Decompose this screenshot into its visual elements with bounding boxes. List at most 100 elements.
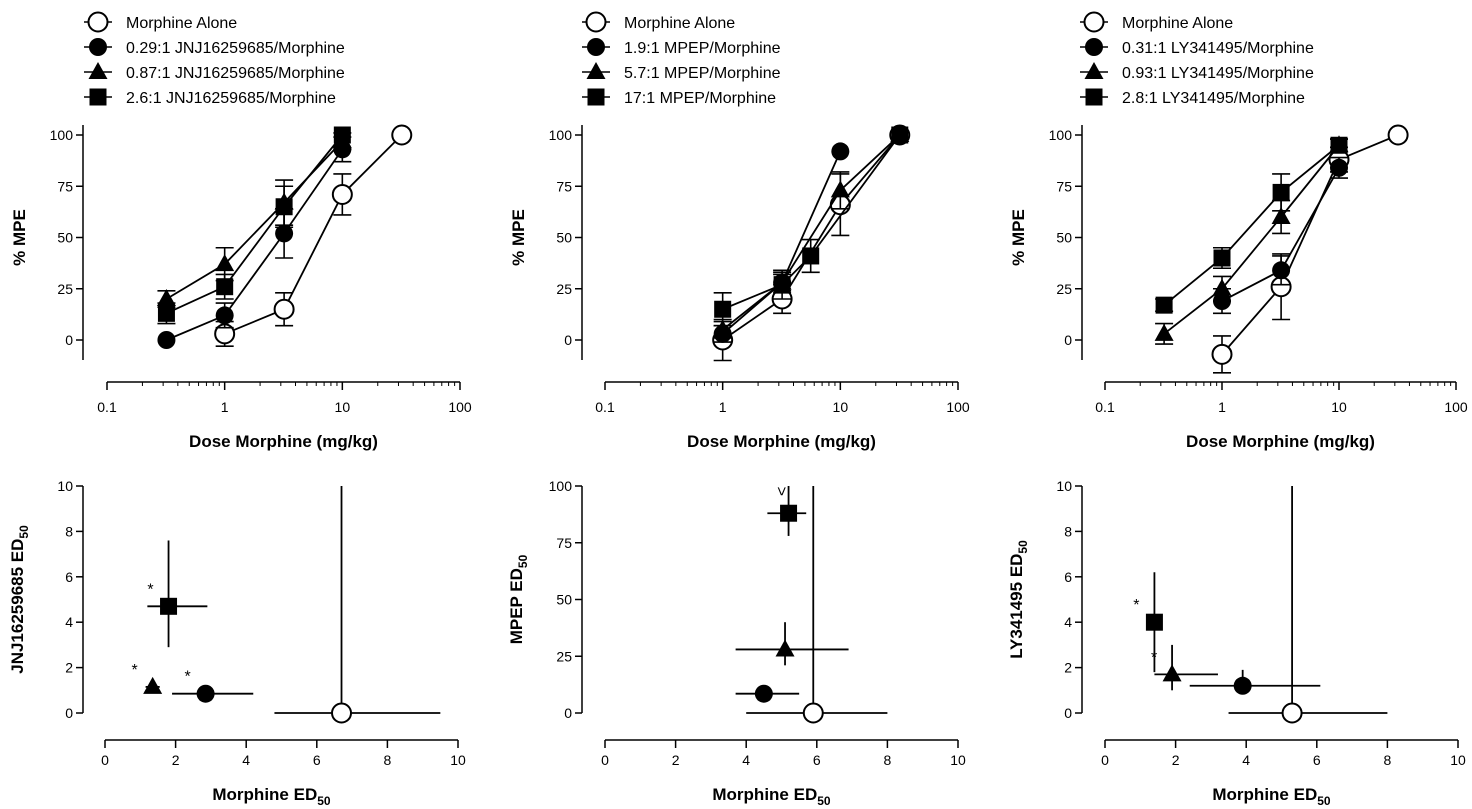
y-axis-title: JNJ16259685 ED50: [8, 525, 31, 674]
data-point: [143, 676, 163, 694]
legend-label: Morphine Alone: [126, 15, 237, 32]
y-axis-title: MPEP ED50: [507, 554, 530, 644]
x-tick-label: 10: [833, 399, 849, 415]
y-tick-label: 0: [564, 332, 572, 348]
series-line: [1221, 134, 1399, 355]
y-tick-label: 4: [1064, 614, 1072, 630]
series-line: [224, 134, 403, 335]
data-point: [1145, 613, 1163, 631]
y-tick-label: 25: [556, 281, 572, 297]
isobologram-point: *: [1133, 572, 1163, 673]
y-axis-title: % MPE: [509, 209, 528, 266]
x-tick-label: 1: [221, 399, 229, 415]
y-tick-label: 10: [57, 478, 73, 494]
y-tick-label: 0: [1064, 332, 1072, 348]
y-tick-label: 75: [556, 178, 572, 194]
legend-label: Morphine Alone: [1122, 15, 1233, 32]
isobologram-point: *: [1151, 644, 1218, 691]
significance-marker: >: [773, 487, 790, 496]
x-axis-title-subscript: 50: [1317, 794, 1331, 808]
legend-label: 0.87:1 JNJ16259685/Morphine: [126, 65, 345, 82]
legend-label: 1.9:1 MPEP/Morphine: [624, 40, 781, 57]
x-tick-label: 0.1: [97, 399, 117, 415]
y-axis-title: % MPE: [1009, 209, 1028, 266]
legend-label: Morphine Alone: [624, 15, 735, 32]
data-point: [1211, 343, 1233, 365]
legend-item: 1.9:1 MPEP/Morphine: [582, 38, 781, 57]
series: [713, 125, 910, 339]
x-axis-title-subscript: 50: [817, 794, 831, 808]
legend-marker: [87, 11, 109, 33]
y-tick-label: 25: [1056, 281, 1072, 297]
x-tick-label: 10: [450, 752, 466, 768]
legend-item: 0.87:1 JNJ16259685/Morphine: [84, 62, 345, 82]
y-axis-title-subscript: 50: [516, 554, 530, 568]
legend-item: Morphine Alone: [84, 11, 237, 33]
series: [156, 131, 352, 309]
series-line: [1163, 144, 1340, 306]
data-point: [1330, 136, 1348, 154]
y-axis-title-subscript: 50: [17, 525, 31, 539]
series-line: [166, 148, 344, 341]
isobologram-point: [735, 622, 849, 666]
legend-marker: [1085, 88, 1103, 106]
x-tick-label: 6: [1313, 752, 1321, 768]
series-line: [722, 134, 901, 311]
x-tick-label: 4: [742, 752, 750, 768]
dose-response-panel-3: Morphine Alone 0.31:1 LY341495/Morphine 0.…: [1009, 11, 1468, 451]
data-point: [831, 142, 850, 161]
series: [713, 126, 909, 327]
data-point: [215, 306, 234, 325]
data-point: [331, 702, 353, 724]
data-point: [830, 180, 850, 198]
series: [1211, 124, 1409, 374]
x-tick-label: 6: [813, 752, 821, 768]
isobologram-point: >: [767, 486, 807, 536]
x-tick-label: 8: [1384, 752, 1392, 768]
x-tick-label: 0.1: [1095, 399, 1115, 415]
isobologram-point: *: [147, 540, 208, 648]
data-point: [713, 319, 733, 337]
isobologram-point: *: [132, 662, 163, 694]
legend-item: 17:1 MPEP/Morphine: [582, 88, 776, 107]
significance-marker: *: [1133, 597, 1139, 614]
legend-marker: [88, 62, 108, 79]
legend-marker: [1084, 62, 1104, 79]
x-axis-title: Morphine ED50: [1212, 785, 1331, 808]
y-axis-title: % MPE: [10, 209, 29, 266]
y-tick-label: 2: [65, 660, 73, 676]
x-tick-label: 100: [448, 399, 472, 415]
x-tick-label: 1: [719, 399, 727, 415]
y-axis-title-subscript: 50: [1016, 540, 1030, 554]
series: [1155, 136, 1348, 314]
x-tick-label: 2: [672, 752, 680, 768]
x-tick-label: 8: [384, 752, 392, 768]
data-point: [215, 254, 235, 272]
significance-marker: *: [147, 581, 153, 598]
data-point: [333, 126, 351, 144]
x-axis-title: Morphine ED50: [212, 785, 331, 808]
legend-label: 2.6:1 JNJ16259685/Morphine: [126, 90, 336, 107]
legend-label: 0.93:1 LY341495/Morphine: [1122, 65, 1314, 82]
series: [157, 136, 352, 349]
y-tick-label: 50: [556, 592, 572, 608]
series-line: [722, 134, 901, 331]
x-tick-label: 0.1: [595, 399, 615, 415]
series: [1213, 156, 1348, 315]
isobologram-panel-1: 0 2 4 6 8 10 JNJ16259685 ED50 0 2 4 6 8 10 Morphine E…: [8, 478, 466, 808]
legend-item: Morphine Alone: [582, 11, 735, 33]
x-tick-label: 100: [946, 399, 970, 415]
y-tick-label: 10: [1056, 478, 1072, 494]
isobologram-point: *: [172, 669, 254, 703]
data-point: [1162, 664, 1182, 682]
y-tick-label: 100: [50, 127, 74, 143]
y-tick-label: 0: [1064, 705, 1072, 721]
x-tick-label: 10: [1450, 752, 1466, 768]
y-tick-label: 75: [57, 178, 73, 194]
y-axis-title: LY341495 ED50: [1007, 540, 1030, 659]
dose-response-panel-1: Morphine Alone 0.29:1 JNJ16259685/Morphin…: [10, 11, 472, 451]
legend-label: 5.7:1 MPEP/Morphine: [624, 65, 781, 82]
data-point: [331, 183, 353, 205]
y-tick-label: 8: [1064, 523, 1072, 539]
